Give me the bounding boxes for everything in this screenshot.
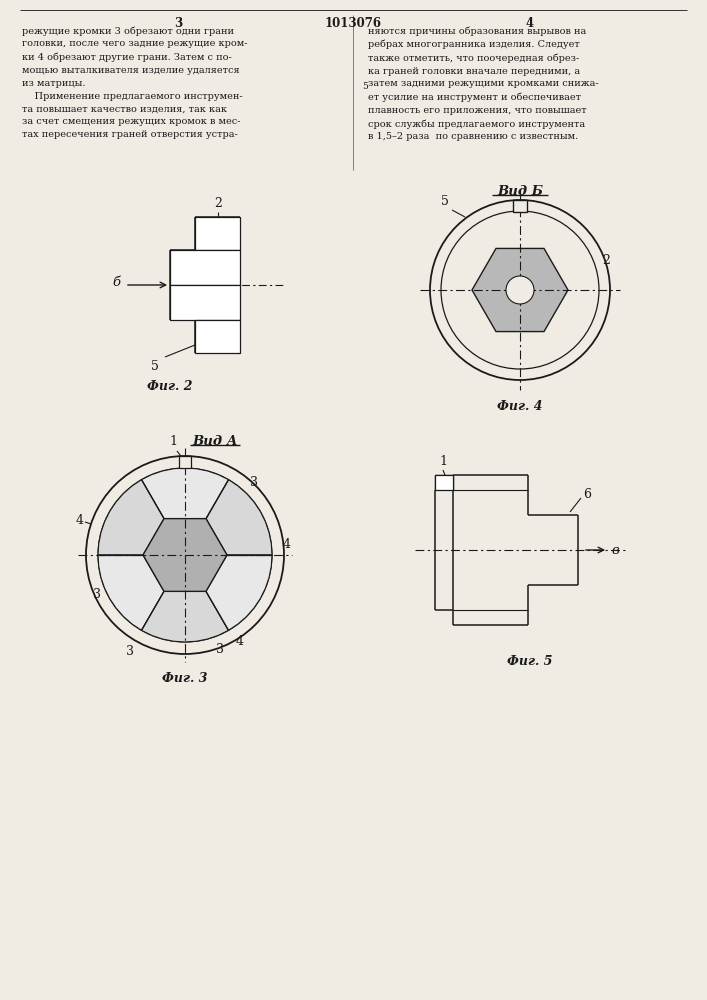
Text: 1013076: 1013076 (325, 17, 382, 30)
Ellipse shape (506, 276, 534, 304)
Text: 4: 4 (283, 538, 291, 552)
Text: 1: 1 (439, 455, 447, 468)
Text: 2: 2 (602, 253, 610, 266)
Text: 3: 3 (126, 645, 134, 658)
Text: 3: 3 (93, 588, 101, 601)
Text: 6: 6 (583, 488, 591, 502)
Polygon shape (179, 456, 191, 468)
Text: режущие кромки 3 обрезают одни грани
головки, после чего задние режущие кром-
ки: режущие кромки 3 обрезают одни грани гол… (22, 26, 247, 139)
Bar (75, 250, 170, 320)
Text: Вид Б: Вид Б (497, 185, 543, 198)
Text: 5: 5 (362, 82, 368, 91)
Polygon shape (206, 480, 272, 555)
Text: 4: 4 (526, 17, 534, 30)
Polygon shape (98, 480, 164, 555)
Text: 5: 5 (151, 360, 159, 373)
Polygon shape (195, 320, 240, 353)
Text: Фиг. 3: Фиг. 3 (162, 672, 208, 685)
Text: 2: 2 (214, 197, 222, 210)
Polygon shape (195, 217, 240, 250)
Polygon shape (170, 285, 240, 320)
Polygon shape (206, 555, 272, 630)
Polygon shape (141, 591, 228, 642)
Text: 4: 4 (236, 635, 244, 648)
Text: 4: 4 (76, 514, 84, 526)
Text: Фиг. 2: Фиг. 2 (147, 380, 193, 393)
Polygon shape (170, 250, 240, 285)
Text: Фиг. 4: Фиг. 4 (497, 400, 543, 413)
Text: 3: 3 (216, 643, 224, 656)
Polygon shape (141, 468, 228, 519)
Ellipse shape (86, 456, 284, 654)
Polygon shape (513, 200, 527, 212)
Text: Вид А: Вид А (192, 435, 238, 448)
Text: в: в (611, 544, 619, 556)
Text: 5: 5 (441, 195, 449, 208)
Polygon shape (98, 555, 164, 630)
Polygon shape (435, 475, 453, 490)
Text: 1: 1 (169, 435, 177, 448)
Polygon shape (472, 248, 568, 332)
Text: няются причины образования вырывов на
ребрах многогранника изделия. Следует
такж: няются причины образования вырывов на ре… (368, 26, 599, 141)
Polygon shape (143, 519, 227, 591)
Text: б: б (112, 276, 120, 290)
Text: 3: 3 (250, 477, 258, 489)
Text: 3: 3 (174, 17, 182, 30)
Text: Фиг. 5: Фиг. 5 (507, 655, 553, 668)
Ellipse shape (430, 200, 610, 380)
